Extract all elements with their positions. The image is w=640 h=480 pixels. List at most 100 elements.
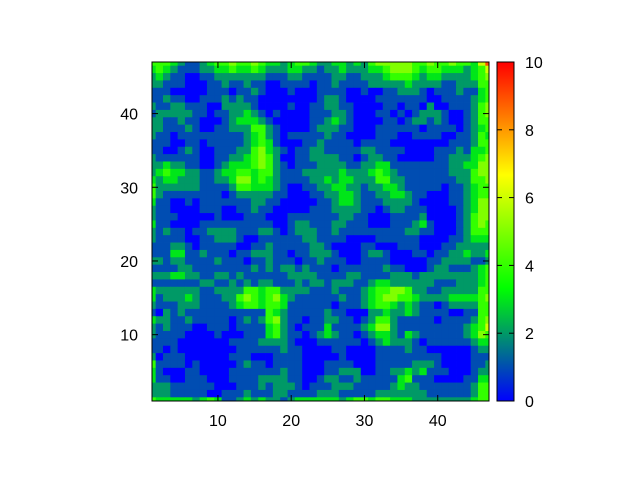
heatmap-cell [346, 95, 354, 103]
heatmap-cell [478, 109, 486, 118]
heatmap-cell [368, 316, 376, 325]
heatmap-cell [199, 80, 208, 89]
heatmap-cell [346, 117, 354, 126]
heatmap-cell [192, 213, 201, 221]
heatmap-cell [236, 338, 244, 347]
heatmap-cell [206, 65, 215, 74]
heatmap-cell [360, 65, 369, 74]
heatmap-cell [309, 213, 318, 221]
heatmap-cell [155, 353, 164, 361]
heatmap-cell [184, 345, 193, 354]
heatmap-cell [280, 205, 288, 214]
heatmap-cell [478, 146, 486, 155]
heatmap-cell [243, 183, 252, 192]
heatmap-cell [456, 168, 464, 177]
heatmap-cell [287, 279, 296, 288]
heatmap-cell [170, 367, 179, 376]
heatmap-cell [294, 397, 303, 401]
heatmap-cell [478, 257, 486, 266]
heatmap-cell [272, 139, 281, 148]
heatmap-cell [214, 176, 222, 184]
heatmap-cell [258, 205, 266, 214]
heatmap-cell [470, 353, 479, 361]
heatmap-cell [309, 65, 318, 74]
heatmap-cell [177, 198, 186, 207]
heatmap-cell [272, 367, 281, 376]
heatmap-cell [177, 308, 186, 317]
heatmap-cell [162, 389, 171, 398]
heatmap-cell [338, 161, 347, 170]
heatmap-cell [236, 161, 244, 170]
heatmap-cell [184, 389, 193, 398]
heatmap-cell [192, 323, 201, 332]
heatmap-cell [331, 161, 340, 170]
heatmap-cell [382, 190, 391, 199]
heatmap-cell [152, 73, 157, 81]
heatmap-cell [309, 117, 318, 126]
heatmap-cell [426, 353, 435, 361]
heatmap-cell [426, 294, 435, 302]
heatmap-cell [243, 367, 252, 376]
heatmap-cell [463, 353, 472, 361]
heatmap-cell [265, 213, 274, 221]
heatmap-cell [250, 139, 259, 148]
heatmap-cell [214, 168, 222, 177]
heatmap-cell [280, 183, 288, 192]
heatmap-cell [236, 345, 244, 354]
heatmap-cell [184, 323, 193, 332]
heatmap-cell [434, 117, 442, 126]
heatmap-cell [331, 183, 340, 192]
heatmap-cell [250, 353, 259, 361]
heatmap-cell [456, 227, 464, 236]
heatmap-cell [412, 375, 420, 383]
heatmap-cell [434, 389, 442, 398]
heatmap-cell [412, 183, 420, 192]
heatmap-cell [243, 220, 252, 229]
heatmap-cell [441, 345, 450, 354]
heatmap-cell [368, 227, 376, 236]
heatmap-cell [331, 102, 340, 111]
heatmap-cell [353, 235, 362, 243]
heatmap-cell [316, 227, 325, 236]
heatmap-cell [280, 62, 288, 67]
heatmap-cell [368, 323, 376, 332]
heatmap-cell [170, 330, 179, 339]
heatmap-cell [397, 161, 406, 170]
heatmap-cell [390, 264, 398, 273]
heatmap-cell [272, 190, 281, 199]
heatmap-cell [324, 375, 332, 383]
heatmap-cell [338, 360, 347, 369]
heatmap-cell [441, 213, 450, 221]
heatmap-cell [236, 87, 244, 96]
heatmap-cell [360, 286, 369, 295]
heatmap-cell [360, 249, 369, 258]
heatmap-cell [265, 286, 274, 295]
heatmap-cell [331, 117, 340, 126]
heatmap-cell [470, 367, 479, 376]
heatmap-cell [390, 353, 398, 361]
heatmap-cell [243, 257, 252, 266]
heatmap-cell [353, 109, 362, 118]
heatmap-cell [419, 198, 428, 207]
heatmap-cell [419, 190, 428, 199]
heatmap-cell [382, 198, 391, 207]
heatmap-cell [426, 286, 435, 295]
heatmap-cell [184, 80, 193, 89]
heatmap-cell [243, 375, 252, 383]
heatmap-cell [470, 264, 479, 273]
heatmap-cell [316, 80, 325, 89]
heatmap-cell [448, 62, 457, 67]
heatmap-cell [434, 87, 442, 96]
heatmap-cell [162, 242, 171, 251]
heatmap-cell [302, 176, 310, 184]
heatmap-cell [324, 338, 332, 347]
heatmap-cell [280, 109, 288, 118]
heatmap-cell [155, 220, 164, 229]
heatmap-cell [177, 117, 186, 126]
heatmap-cell [243, 73, 252, 81]
heatmap-cell [316, 168, 325, 177]
heatmap-cell [338, 198, 347, 207]
heatmap-cell [170, 272, 179, 280]
heatmap-cell [228, 389, 237, 398]
heatmap-cell [162, 168, 171, 177]
